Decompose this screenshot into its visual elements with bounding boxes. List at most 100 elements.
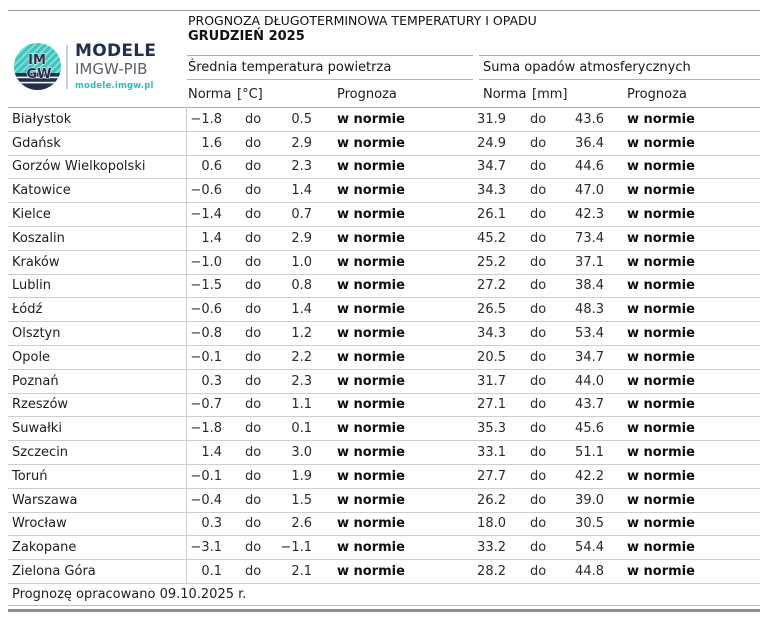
range-separator: do — [245, 230, 262, 246]
precip-norma-max: 43.6 — [575, 111, 604, 127]
temp-norma-min: 1.4 — [201, 230, 222, 246]
precip-prognoza-value: w normie — [627, 349, 695, 365]
range-separator: do — [530, 540, 547, 556]
precip-prognoza-value: w normie — [627, 492, 695, 508]
temp-norma-min: 0.3 — [201, 516, 222, 532]
title-rule-right — [479, 55, 760, 56]
temp-prognoza-value: w normie — [337, 230, 405, 246]
temp-norma-min: 1.6 — [201, 135, 222, 151]
precip-norma-min: 25.2 — [477, 254, 506, 270]
range-separator: do — [245, 373, 262, 389]
temp-norma-min: −0.7 — [190, 397, 222, 413]
range-separator: do — [245, 564, 262, 580]
temp-prognoza-value: w normie — [337, 468, 405, 484]
precip-unit-header: [mm] — [532, 87, 568, 102]
range-separator: do — [530, 302, 547, 318]
temp-prognoza-value: w normie — [337, 397, 405, 413]
temp-norma-max: 1.5 — [291, 492, 312, 508]
temp-norma-max: 3.0 — [291, 445, 312, 461]
temp-prognoza-value: w normie — [337, 445, 405, 461]
temp-norma-min: −3.1 — [190, 540, 222, 556]
temp-prognoza-value: w normie — [337, 207, 405, 223]
footer-note: Prognozę opracowano 09.10.2025 r. — [12, 586, 247, 602]
city-name: Szczecin — [12, 445, 69, 461]
temp-prognoza-value: w normie — [337, 349, 405, 365]
precip-norma-max: 36.4 — [575, 135, 604, 151]
precip-norma-min: 24.9 — [477, 135, 506, 151]
temp-norma-max: 1.9 — [291, 468, 312, 484]
temp-norma-min: −1.4 — [190, 207, 222, 223]
temp-norma-max: 1.0 — [291, 254, 312, 270]
section-rule-left — [187, 79, 473, 80]
range-separator: do — [530, 492, 547, 508]
logo-mark-top: IM — [28, 53, 46, 68]
precip-norma-min: 33.1 — [477, 445, 506, 461]
title-rule-left — [187, 55, 473, 56]
precip-prognoza-value: w normie — [627, 183, 695, 199]
city-name: Lublin — [12, 278, 51, 294]
temp-prognoza-value: w normie — [337, 516, 405, 532]
precip-norma-max: 48.3 — [575, 302, 604, 318]
range-separator: do — [245, 445, 262, 461]
precip-norma-max: 43.7 — [575, 397, 604, 413]
table-row: Szczecin 1.4 do 3.0 w normie 33.1 do 51.… — [8, 441, 760, 465]
temp-norma-min: 0.3 — [201, 373, 222, 389]
precip-norma-max: 54.4 — [575, 540, 604, 556]
precip-prognoza-value: w normie — [627, 564, 695, 580]
temp-norma-header: Norma — [188, 87, 232, 102]
table-row: Olsztyn −0.8 do 1.2 w normie 34.3 do 53.… — [8, 322, 760, 346]
temp-norma-max: 2.3 — [291, 373, 312, 389]
temp-norma-min: −0.8 — [190, 326, 222, 342]
top-rule — [8, 10, 760, 11]
temp-norma-max: 0.1 — [291, 421, 312, 437]
temp-norma-max: 1.2 — [291, 326, 312, 342]
brand-divider — [66, 44, 68, 89]
range-separator: do — [530, 111, 547, 127]
temp-norma-max: 0.5 — [291, 111, 312, 127]
table-row: Katowice −0.6 do 1.4 w normie 34.3 do 47… — [8, 179, 760, 204]
temp-prognoza-value: w normie — [337, 254, 405, 270]
precip-norma-min: 26.5 — [477, 302, 506, 318]
temperature-section-title: Średnia temperatura powietrza — [188, 60, 392, 75]
city-name: Wrocław — [12, 516, 67, 532]
city-name: Katowice — [12, 183, 71, 199]
city-name: Zakopane — [12, 540, 77, 556]
range-separator: do — [245, 183, 262, 199]
range-separator: do — [530, 421, 547, 437]
range-separator: do — [245, 492, 262, 508]
brand-url-link[interactable]: modele.imgw.pl — [75, 80, 154, 91]
temp-norma-min: 0.6 — [201, 159, 222, 175]
table-row: Łódź −0.6 do 1.4 w normie 26.5 do 48.3 w… — [8, 298, 760, 323]
range-separator: do — [245, 159, 262, 175]
city-name: Poznań — [12, 373, 59, 389]
temp-prognoza-value: w normie — [337, 326, 405, 342]
city-name: Opole — [12, 349, 51, 365]
city-name: Olsztyn — [12, 326, 61, 342]
precip-norma-min: 27.2 — [477, 278, 506, 294]
range-separator: do — [245, 421, 262, 437]
temp-norma-min: 1.4 — [201, 445, 222, 461]
temp-norma-min: −1.0 — [190, 254, 222, 270]
temp-prognoza-value: w normie — [337, 421, 405, 437]
range-separator: do — [245, 397, 262, 413]
precip-prognoza-value: w normie — [627, 326, 695, 342]
range-separator: do — [530, 397, 547, 413]
temp-norma-max: −1.1 — [280, 540, 312, 556]
city-name: Koszalin — [12, 230, 65, 246]
city-name: Rzeszów — [12, 397, 69, 413]
precip-prognoza-value: w normie — [627, 397, 695, 413]
precip-prognoza-value: w normie — [627, 373, 695, 389]
page-title: PROGNOZA DŁUGOTERMINOWA TEMPERATURY I OP… — [188, 13, 537, 28]
bottom-bar — [8, 609, 760, 612]
precip-prognoza-value: w normie — [627, 230, 695, 246]
logo-mark-bottom: GW — [26, 67, 51, 82]
city-column-divider — [186, 107, 187, 583]
city-name: Zielona Góra — [12, 564, 96, 580]
temp-prognoza-value: w normie — [337, 278, 405, 294]
precip-norma-min: 34.3 — [477, 326, 506, 342]
table-row: Białystok −1.8 do 0.5 w normie 31.9 do 4… — [8, 108, 760, 132]
temp-norma-min: −0.1 — [190, 349, 222, 365]
city-name: Suwałki — [12, 421, 62, 437]
precip-norma-max: 30.5 — [575, 516, 604, 532]
